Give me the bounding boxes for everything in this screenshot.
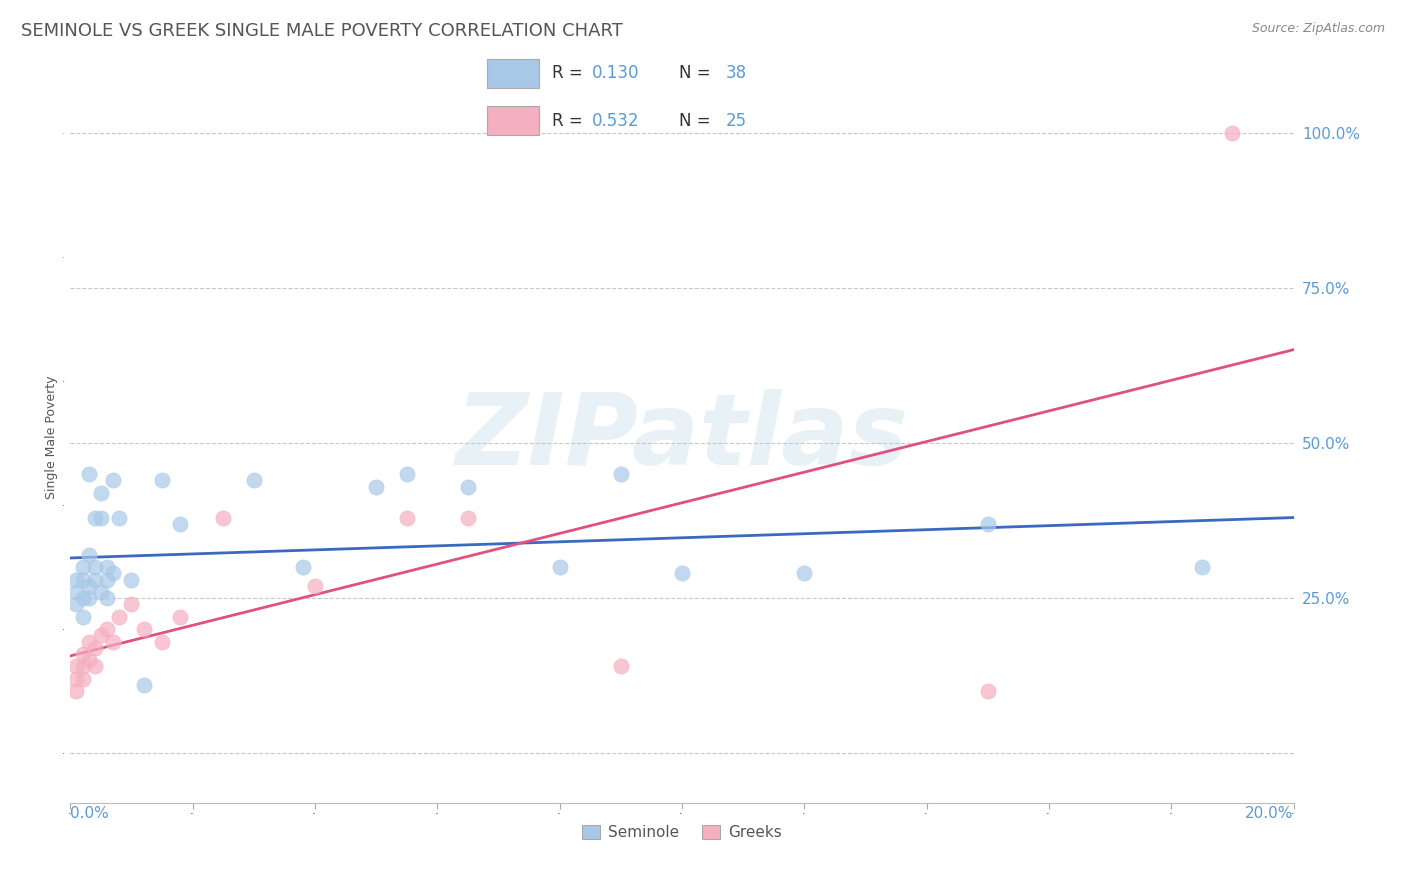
Point [169, 516, 191, 531]
Point [90, 486, 112, 500]
Point [610, 467, 633, 482]
Point [395, 467, 418, 482]
Text: R =: R = [551, 112, 588, 129]
Point [291, 560, 314, 574]
Point [77, 591, 100, 606]
Point [169, 610, 191, 624]
Point [121, 598, 143, 612]
Point [548, 560, 571, 574]
Bar [488, 106, 540, 135]
Point [83, 510, 105, 524]
Point [976, 516, 998, 531]
Point [1191, 560, 1213, 574]
Point [101, 566, 124, 581]
Point [83, 573, 105, 587]
Text: SEMINOLE VS GREEK SINGLE MALE POVERTY CORRELATION CHART: SEMINOLE VS GREEK SINGLE MALE POVERTY CO… [21, 22, 623, 40]
Point [83, 659, 105, 673]
Bar [488, 59, 540, 87]
Text: R =: R = [551, 64, 588, 82]
Point [72, 610, 94, 624]
Point [96, 560, 118, 574]
Point [77, 467, 100, 482]
Text: 0.0%: 0.0% [70, 805, 110, 821]
Point [65, 684, 87, 698]
Point [212, 510, 235, 524]
Text: 0.130: 0.130 [592, 64, 640, 82]
Point [457, 480, 479, 494]
Point [72, 659, 94, 673]
Point [132, 622, 155, 636]
Point [108, 510, 131, 524]
Point [96, 591, 118, 606]
Y-axis label: Single Male Poverty: Single Male Poverty [45, 376, 58, 499]
Point [65, 672, 87, 686]
Point [77, 653, 100, 667]
Point [90, 628, 112, 642]
Point [101, 474, 124, 488]
Point [83, 560, 105, 574]
Point [83, 640, 105, 655]
Text: N =: N = [679, 64, 716, 82]
Point [65, 585, 87, 599]
Point [77, 548, 100, 562]
Point [150, 634, 173, 648]
Point [976, 684, 998, 698]
Point [304, 579, 326, 593]
Point [96, 573, 118, 587]
Point [101, 634, 124, 648]
Point [65, 598, 87, 612]
Text: 20.0%: 20.0% [1246, 805, 1294, 821]
Point [108, 610, 131, 624]
Point [72, 573, 94, 587]
Text: 0.532: 0.532 [592, 112, 640, 129]
Point [1220, 126, 1243, 140]
Text: 25: 25 [725, 112, 747, 129]
Point [77, 579, 100, 593]
Point [366, 480, 388, 494]
Point [65, 573, 87, 587]
Point [132, 678, 155, 692]
Point [243, 474, 266, 488]
Point [72, 591, 94, 606]
Point [793, 566, 815, 581]
Point [96, 622, 118, 636]
Point [671, 566, 693, 581]
Point [150, 474, 173, 488]
Point [457, 510, 479, 524]
Point [395, 510, 418, 524]
Point [72, 560, 94, 574]
Point [65, 659, 87, 673]
Point [610, 659, 633, 673]
Text: 38: 38 [725, 64, 747, 82]
Text: N =: N = [679, 112, 716, 129]
Text: ZIPatlas: ZIPatlas [456, 389, 908, 485]
Point [121, 573, 143, 587]
Text: Source: ZipAtlas.com: Source: ZipAtlas.com [1251, 22, 1385, 36]
Point [72, 672, 94, 686]
Point [72, 647, 94, 661]
Point [90, 585, 112, 599]
Point [90, 510, 112, 524]
Legend: Seminole, Greeks: Seminole, Greeks [576, 819, 787, 847]
Point [77, 634, 100, 648]
